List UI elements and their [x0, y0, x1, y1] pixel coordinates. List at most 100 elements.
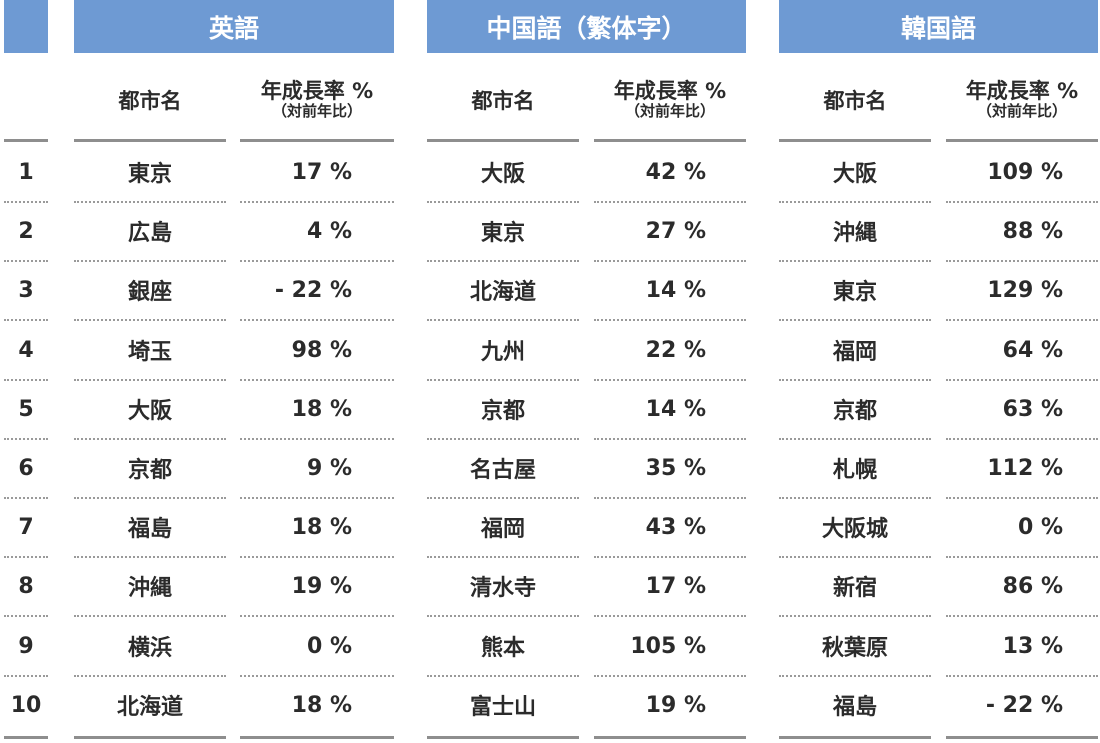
- row-divider: [4, 260, 48, 262]
- row-divider: [427, 379, 579, 381]
- row-divider: [946, 438, 1098, 440]
- city-name: 北海道: [116, 695, 183, 720]
- row-divider: [240, 615, 394, 617]
- row-divider: [946, 556, 1098, 558]
- rank-number: 4: [18, 337, 34, 363]
- growth-rate-header-label: 年成長率 %: [613, 79, 727, 104]
- city-bottom-rule: [779, 736, 931, 739]
- growth-rate-value: 18 %: [291, 396, 352, 422]
- row-divider: [74, 497, 226, 499]
- rank-header-band: [4, 0, 48, 53]
- growth-rate-header-sublabel: （対前年比）: [624, 102, 715, 121]
- row-divider: [427, 201, 579, 203]
- city-name: 東京: [832, 280, 877, 305]
- growth-rate-value: - 22 %: [274, 277, 352, 303]
- city-name: 札幌: [832, 458, 877, 483]
- city-header-rule: [427, 139, 579, 142]
- row-divider: [4, 615, 48, 617]
- row-divider: [594, 438, 746, 440]
- city-bottom-rule: [74, 736, 226, 739]
- row-divider: [4, 497, 48, 499]
- city-name: 広島: [127, 221, 172, 246]
- row-divider: [594, 675, 746, 677]
- row-divider: [240, 201, 394, 203]
- rank-header-rule: [4, 139, 48, 142]
- growth-rate-value: - 22 %: [985, 692, 1063, 718]
- city-name: 埼玉: [127, 340, 172, 365]
- growth-rate-value: 4 %: [306, 218, 352, 244]
- row-divider: [594, 379, 746, 381]
- growth-rate-value: 35 %: [645, 455, 706, 481]
- row-divider: [74, 438, 226, 440]
- growth-rate-column-header: 年成長率 % （対前年比）: [240, 70, 394, 130]
- row-divider: [946, 319, 1098, 321]
- row-divider: [946, 260, 1098, 262]
- growth-rate-value: 112 %: [987, 455, 1063, 481]
- growth-rate-value: 27 %: [645, 218, 706, 244]
- city-name: 清水寺: [469, 576, 536, 601]
- row-divider: [4, 675, 48, 677]
- row-divider: [74, 379, 226, 381]
- rank-number: 9: [18, 633, 34, 659]
- row-divider: [4, 379, 48, 381]
- row-divider: [594, 260, 746, 262]
- growth-rate-header-sublabel: （対前年比）: [976, 102, 1067, 121]
- row-divider: [240, 497, 394, 499]
- row-divider: [946, 675, 1098, 677]
- row-divider: [946, 379, 1098, 381]
- row-divider: [594, 556, 746, 558]
- row-divider: [240, 438, 394, 440]
- growth-rate-value: 17 %: [291, 159, 352, 185]
- growth-rate-value: 86 %: [1002, 573, 1063, 599]
- row-divider: [946, 497, 1098, 499]
- rank-number: 5: [18, 396, 34, 422]
- row-divider: [4, 201, 48, 203]
- city-name: 福岡: [480, 517, 525, 542]
- row-divider: [427, 556, 579, 558]
- city-column-header: 都市名: [118, 89, 182, 113]
- growth-rate-value: 22 %: [645, 337, 706, 363]
- city-name: 大阪城: [821, 517, 888, 542]
- rank-number: 1: [18, 159, 34, 185]
- city-name: 名古屋: [469, 458, 536, 483]
- growth-rate-value: 14 %: [645, 277, 706, 303]
- city-name: 九州: [480, 340, 525, 365]
- row-divider: [4, 319, 48, 321]
- city-name: 大阪: [832, 162, 877, 187]
- growth-rate-value: 0 %: [306, 633, 352, 659]
- growth-rate-value: 14 %: [645, 396, 706, 422]
- row-divider: [946, 615, 1098, 617]
- row-divider: [779, 675, 931, 677]
- row-divider: [594, 497, 746, 499]
- city-name: 東京: [480, 221, 525, 246]
- row-divider: [594, 615, 746, 617]
- row-divider: [427, 260, 579, 262]
- language-header: 韓国語: [779, 0, 1098, 53]
- rate-header-rule: [594, 139, 746, 142]
- row-divider: [779, 556, 931, 558]
- row-divider: [427, 438, 579, 440]
- row-divider: [240, 260, 394, 262]
- growth-rate-value: 0 %: [1017, 514, 1063, 540]
- growth-rate-header-sublabel: （対前年比）: [271, 102, 362, 121]
- row-divider: [779, 615, 931, 617]
- row-divider: [427, 675, 579, 677]
- city-name: 富士山: [469, 695, 536, 720]
- language-header: 英語: [74, 0, 394, 53]
- city-header-rule: [779, 139, 931, 142]
- row-divider: [779, 438, 931, 440]
- rate-bottom-rule: [240, 736, 394, 739]
- city-header-rule: [74, 139, 226, 142]
- row-divider: [779, 260, 931, 262]
- growth-rate-value: 98 %: [291, 337, 352, 363]
- rank-number: 2: [18, 218, 34, 244]
- row-divider: [4, 438, 48, 440]
- row-divider: [74, 675, 226, 677]
- row-divider: [74, 201, 226, 203]
- growth-rate-value: 105 %: [630, 633, 706, 659]
- city-name: 福島: [127, 517, 172, 542]
- row-divider: [427, 615, 579, 617]
- growth-rate-value: 19 %: [645, 692, 706, 718]
- row-divider: [240, 556, 394, 558]
- rate-header-rule: [946, 139, 1098, 142]
